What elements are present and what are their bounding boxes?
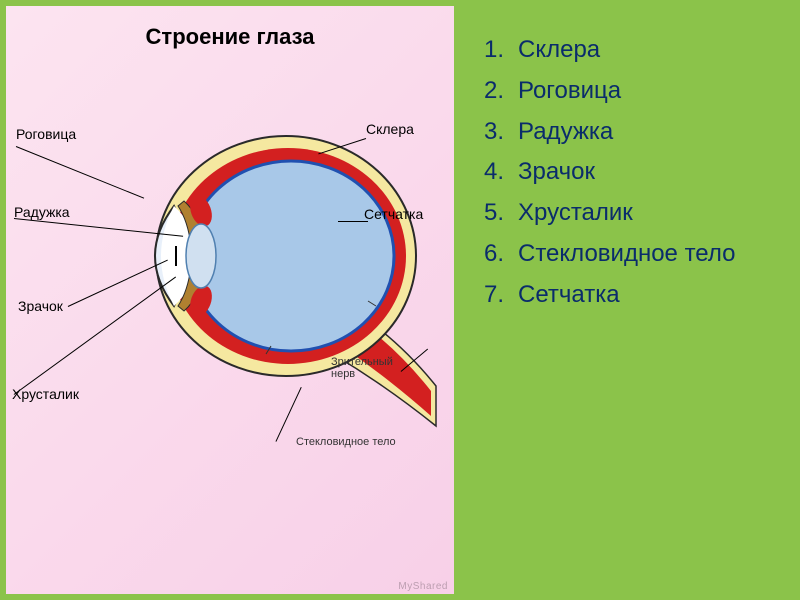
diagram-title: Строение глаза: [146, 24, 315, 50]
parts-list: Склера Роговица Радужка Зрачок Хрусталик…: [484, 30, 780, 316]
list-item: Сетчатка: [484, 275, 780, 316]
diagram-panel: Строение глаза: [0, 0, 460, 600]
vitreous-shape: [188, 161, 394, 351]
label-iris: Радужка: [14, 204, 70, 220]
list-item: Радужка: [484, 112, 780, 153]
slide: Строение глаза: [0, 0, 800, 600]
leader-retina: [338, 221, 368, 222]
label-vitreous: Стекловидное тело: [296, 436, 396, 448]
list-panel: Склера Роговица Радужка Зрачок Хрусталик…: [460, 0, 800, 600]
label-cornea: Роговица: [16, 126, 76, 142]
list-item: Зрачок: [484, 152, 780, 193]
list-item: Стекловидное тело: [484, 234, 780, 275]
leader-cornea: [16, 146, 144, 199]
list-item: Роговица: [484, 71, 780, 112]
label-pupil: Зрачок: [18, 298, 63, 314]
optic-nerve-text: Зрительный нерв: [331, 356, 393, 380]
label-sclera: Склера: [366, 121, 414, 137]
diagram-area: Роговица Радужка Зрачок Хрусталик Склера…: [6, 66, 454, 546]
lens-shape: [186, 224, 216, 288]
label-optic-nerve: Зрительный нерв: [331, 356, 393, 380]
list-item: Хрусталик: [484, 193, 780, 234]
label-retina: Сетчатка: [364, 206, 423, 222]
list-item: Склера: [484, 30, 780, 71]
watermark: MyShared: [398, 581, 448, 592]
